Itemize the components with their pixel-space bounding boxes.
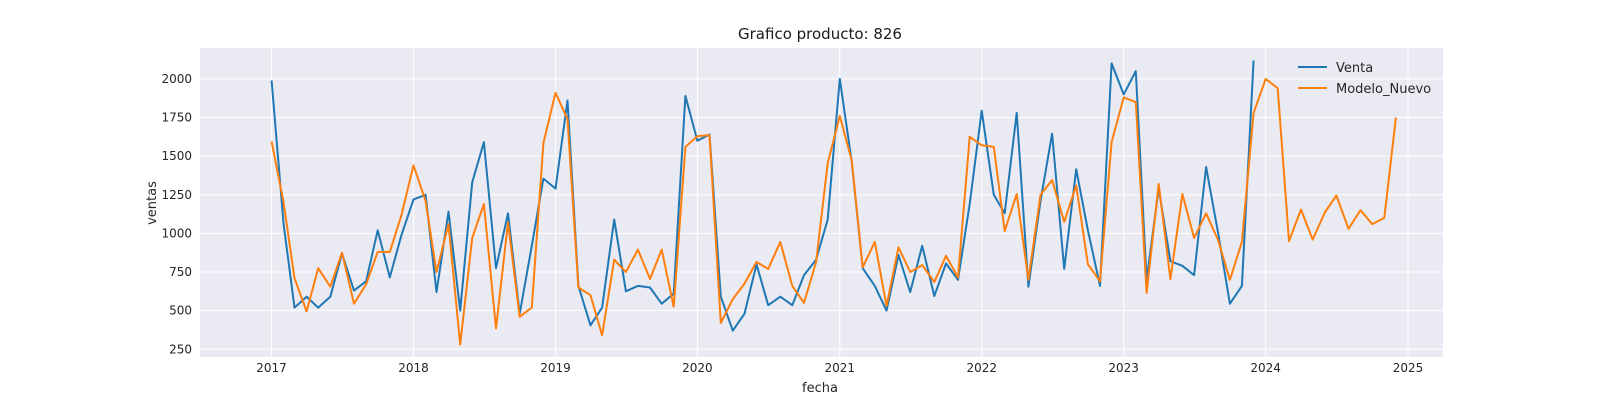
y-tick-label: 250 bbox=[169, 342, 192, 356]
x-tick-label: 2024 bbox=[1250, 361, 1281, 375]
y-tick-label: 1250 bbox=[161, 188, 192, 202]
legend-label-modelo-nuevo: Modelo_Nuevo bbox=[1336, 82, 1431, 97]
chart-title: Grafico producto: 826 bbox=[738, 25, 902, 43]
x-tick-label: 2021 bbox=[825, 361, 856, 375]
y-tick-label: 750 bbox=[169, 265, 192, 279]
x-tick-label: 2025 bbox=[1393, 361, 1424, 375]
x-tick-label: 2020 bbox=[682, 361, 713, 375]
y-tick-label: 2000 bbox=[161, 72, 192, 86]
y-axis-label: ventas bbox=[145, 181, 160, 225]
y-tick-label: 500 bbox=[169, 304, 192, 318]
y-tick-label: 1750 bbox=[161, 111, 192, 125]
legend-label-venta: Venta bbox=[1336, 61, 1373, 76]
x-axis-label: fecha bbox=[802, 381, 838, 396]
y-tick-label: 1000 bbox=[161, 226, 192, 240]
plot-area bbox=[200, 48, 1443, 357]
grid-lines bbox=[200, 48, 1443, 357]
y-tick-label: 1500 bbox=[161, 149, 192, 163]
x-axis-ticks: 2017 2018 2019 2020 2021 2022 2023 2024 2025 bbox=[256, 361, 1423, 375]
y-axis-ticks: 250 500 750 1000 1250 1500 1750 2000 bbox=[161, 72, 192, 356]
x-tick-label: 2018 bbox=[398, 361, 429, 375]
x-tick-label: 2019 bbox=[540, 361, 571, 375]
x-tick-label: 2017 bbox=[256, 361, 287, 375]
x-tick-label: 2023 bbox=[1108, 361, 1139, 375]
series-layer bbox=[270, 60, 1397, 346]
series-line-venta bbox=[270, 60, 1255, 332]
legend: Venta Modelo_Nuevo bbox=[1298, 61, 1431, 97]
x-tick-label: 2022 bbox=[966, 361, 997, 375]
series-line-modelo-nuevo bbox=[270, 77, 1397, 346]
